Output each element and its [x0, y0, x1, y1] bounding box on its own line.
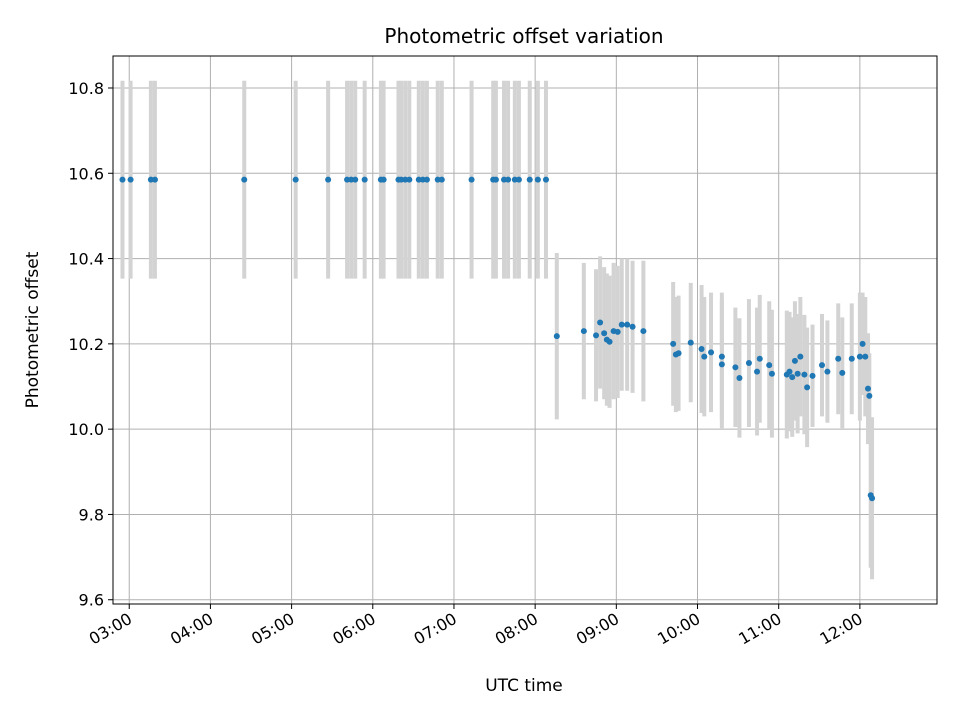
data-point — [804, 384, 811, 391]
data-point — [241, 176, 248, 183]
data-point — [701, 353, 708, 360]
data-point — [352, 176, 359, 183]
y-tick-label: 10.6 — [68, 164, 104, 183]
data-point — [698, 345, 705, 352]
data-point — [505, 176, 512, 183]
data-point — [292, 176, 299, 183]
data-point — [866, 392, 873, 399]
data-point — [492, 176, 499, 183]
data-point — [754, 368, 761, 375]
data-point — [718, 353, 725, 360]
data-point — [325, 176, 332, 183]
data-point — [809, 372, 816, 379]
y-tick-label: 10.2 — [68, 335, 104, 354]
data-point — [708, 349, 715, 356]
data-point — [624, 321, 631, 328]
data-point — [542, 176, 549, 183]
data-point — [859, 340, 866, 347]
y-tick-label: 10.0 — [68, 420, 104, 439]
data-point — [670, 340, 677, 347]
y-tick-label: 10.4 — [68, 250, 104, 269]
data-point — [786, 368, 793, 375]
data-point — [848, 355, 855, 362]
data-point — [423, 176, 430, 183]
data-point — [869, 495, 876, 502]
data-point — [797, 353, 804, 360]
data-point — [766, 362, 773, 369]
data-point — [768, 370, 775, 377]
data-point — [801, 371, 808, 378]
y-axis-title: Photometric offset — [23, 251, 43, 408]
y-tick-label: 9.6 — [79, 591, 104, 610]
data-point — [119, 176, 126, 183]
data-point — [794, 370, 801, 377]
data-point — [791, 357, 798, 364]
y-tick-label: 10.8 — [68, 79, 104, 98]
plot-area-frame — [112, 55, 938, 605]
data-point — [862, 353, 869, 360]
data-point — [824, 368, 831, 375]
data-point — [640, 328, 647, 335]
data-point — [839, 369, 846, 376]
data-point — [534, 176, 541, 183]
chart-title: Photometric offset variation — [384, 24, 663, 48]
data-point — [618, 321, 625, 328]
data-point — [127, 176, 134, 183]
data-point — [835, 355, 842, 362]
data-point — [515, 176, 522, 183]
y-tick-label: 9.8 — [79, 505, 104, 524]
data-point — [406, 176, 413, 183]
data-point — [856, 353, 863, 360]
data-point — [736, 374, 743, 381]
y-axis-ticks: 9.6 9.8 10.0 10.2 10.4 10.6 10.8 — [68, 79, 113, 610]
data-point — [601, 330, 608, 337]
data-point — [593, 332, 600, 339]
data-point — [597, 319, 604, 326]
data-point — [629, 323, 636, 330]
data-point — [675, 350, 682, 357]
data-point — [818, 362, 825, 369]
data-point — [687, 339, 694, 346]
data-point — [614, 328, 621, 335]
data-point — [361, 176, 368, 183]
data-point — [756, 355, 763, 362]
data-point — [438, 176, 445, 183]
data-point — [580, 328, 587, 335]
data-point — [789, 374, 796, 381]
data-point — [864, 385, 871, 392]
data-point — [732, 364, 739, 371]
data-point — [526, 176, 533, 183]
data-point — [468, 176, 475, 183]
data-points — [119, 176, 876, 502]
data-point — [718, 361, 725, 368]
data-point — [151, 176, 158, 183]
data-point — [380, 176, 387, 183]
x-axis-title: UTC time — [485, 676, 563, 696]
data-point — [745, 360, 752, 367]
data-point — [553, 333, 560, 340]
data-point — [606, 338, 613, 345]
